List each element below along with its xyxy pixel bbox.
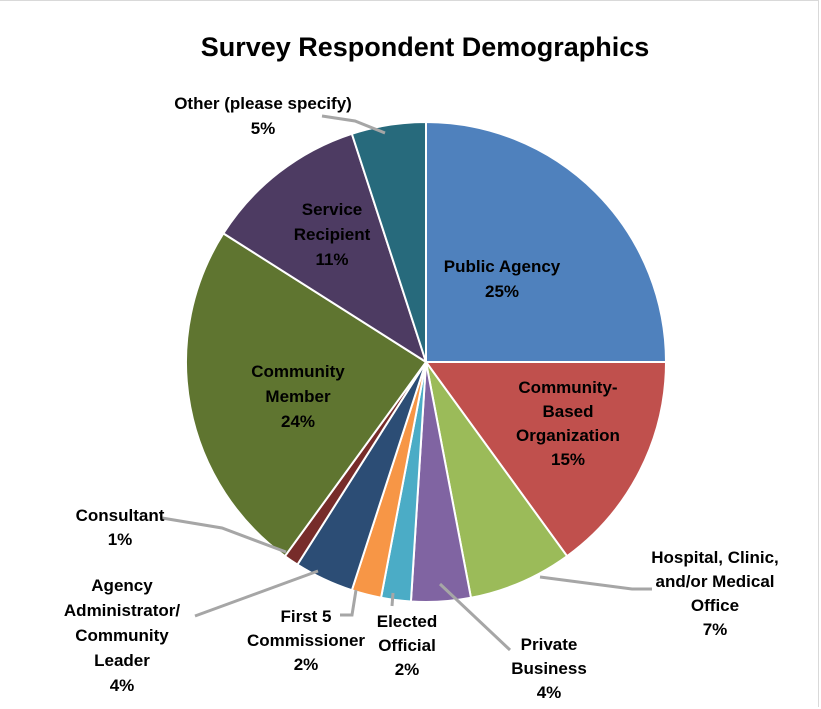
slice-label-line: 4% — [537, 683, 562, 702]
slice-label-line: Community- — [518, 378, 617, 397]
slice-label-line: First 5 — [280, 607, 331, 626]
pie-slice — [425, 120, 668, 363]
slice-label: Community Member 24% — [251, 362, 345, 431]
slice-label-line: Elected — [377, 612, 437, 631]
slice-label: First 5 Commissioner 2% — [247, 607, 365, 674]
leader-lines — [161, 114, 652, 652]
pie-slice — [185, 232, 428, 558]
slice-label: Private Business 4% — [511, 635, 587, 702]
slice-label: Other (please specify) 5% — [174, 94, 352, 138]
chart-title: Survey Respondent Demographics — [201, 32, 650, 62]
pie-slice — [424, 361, 668, 558]
pie-slice — [221, 132, 428, 365]
slice-labels: Public Agency 25% Community- Based Organizat… — [64, 94, 779, 702]
slice-label-line: Business — [511, 659, 587, 678]
slice-label-line: Private — [521, 635, 578, 654]
slice-label: Hospital, Clinic, and/or Medical Office 7% — [651, 548, 779, 639]
slice-label-line: Based — [542, 402, 593, 421]
slice-label-line: Agency — [91, 576, 153, 595]
slice-label-line: Other (please specify) — [174, 94, 352, 113]
slice-label-line: Hospital, Clinic, — [651, 548, 779, 567]
slice-label-line: 25% — [485, 282, 519, 301]
slice-label-line: 2% — [294, 655, 319, 674]
leader-line — [539, 575, 652, 591]
slice-label-line: Commissioner — [247, 631, 365, 650]
slice-label-line: Community — [75, 626, 169, 645]
pie-slices — [185, 120, 668, 603]
slice-label-line: 1% — [108, 530, 133, 549]
leader-line — [161, 516, 287, 554]
leader-line — [321, 114, 386, 135]
slice-label-line: Recipient — [294, 225, 371, 244]
slice-label-line: Service — [302, 200, 363, 219]
slice-label-line: 4% — [110, 676, 135, 695]
slice-label: Service Recipient 11% — [294, 200, 371, 269]
slice-label-line: 5% — [251, 119, 276, 138]
slice-label: Community- Based Organization 15% — [516, 378, 620, 469]
slice-label-line: Member — [265, 387, 331, 406]
leader-line — [340, 589, 358, 617]
slice-label-line: Consultant — [76, 506, 165, 525]
slice-label-line: Organization — [516, 426, 620, 445]
slice-label-line: Official — [378, 636, 436, 655]
leader-line — [438, 582, 512, 652]
slice-label-line: Community — [251, 362, 345, 381]
slice-label-line: 7% — [703, 620, 728, 639]
slice-label: Agency Administrator/Community Leader 4% — [64, 576, 180, 695]
pie-slice — [350, 120, 427, 363]
slice-label: Consultant 1% — [76, 506, 165, 549]
slice-label-line: 2% — [395, 660, 420, 679]
slice-label-line: Leader — [94, 651, 150, 670]
slice-label: Public Agency 25% — [444, 257, 561, 301]
slice-label-line: Public Agency — [444, 257, 561, 276]
leader-line — [194, 569, 319, 618]
slice-label: Elected Official 2% — [377, 612, 437, 679]
slice-label-line: 15% — [551, 450, 585, 469]
slice-label-line: Office — [691, 596, 739, 615]
leader-line — [390, 592, 395, 607]
slice-label-line: Administrator/ — [64, 601, 180, 620]
slice-label-line: 24% — [281, 412, 315, 431]
slice-label-line: 11% — [315, 250, 348, 269]
pie-slice — [425, 361, 569, 599]
slice-label-line: and/or Medical — [655, 572, 774, 591]
